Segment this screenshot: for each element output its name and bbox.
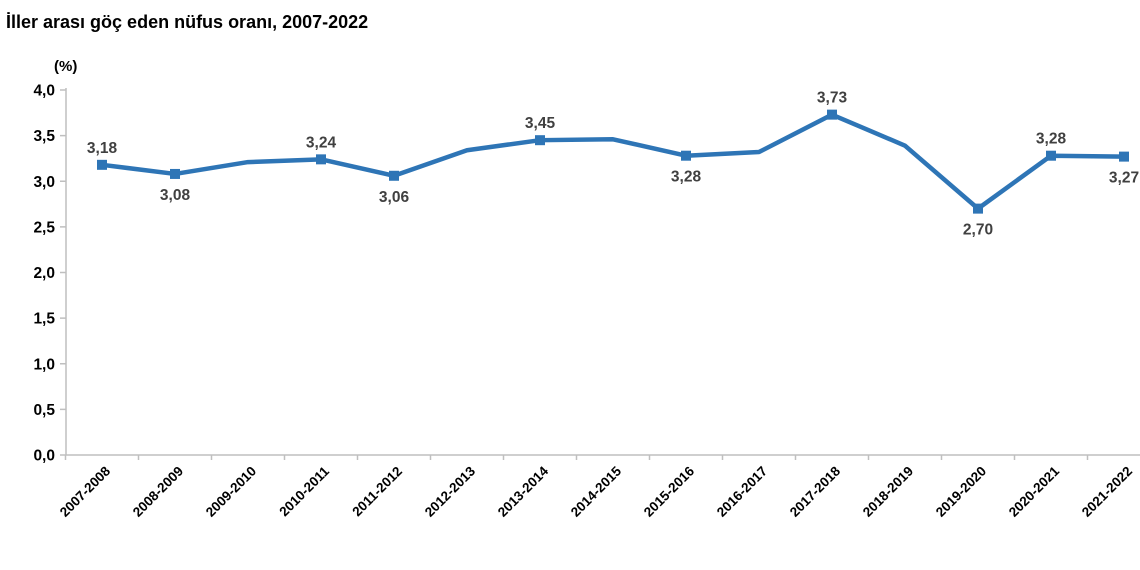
data-point-label: 3,08: [160, 187, 191, 204]
data-point-marker: [535, 135, 545, 146]
data-point-marker: [973, 203, 983, 214]
x-axis-category-label: 2014-2015: [568, 463, 625, 520]
data-point-marker: [170, 168, 180, 179]
data-point-label: 3,28: [671, 169, 702, 186]
x-axis-category-label: 2019-2020: [933, 464, 989, 520]
x-axis-category-label: 2020-2021: [1006, 463, 1063, 520]
data-point-marker: [681, 150, 691, 161]
x-axis-category-label: 2010-2011: [276, 463, 332, 519]
y-axis-tick-label: 0,5: [33, 402, 55, 419]
x-axis-category-label: 2008-2009: [130, 464, 186, 520]
data-point-marker: [389, 170, 399, 181]
data-point-label: 2,70: [963, 222, 993, 239]
y-axis-tick-label: 0,0: [33, 448, 55, 465]
data-point-marker: [1119, 151, 1129, 162]
x-axis-category-label: 2016-2017: [714, 464, 770, 520]
data-point-marker: [827, 109, 837, 120]
data-point-label: 3,27: [1109, 170, 1139, 187]
data-point-label: 3,24: [306, 134, 337, 151]
chart-title: İller arası göç eden nüfus oranı, 2007-2…: [6, 12, 369, 32]
y-axis-tick-label: 1,0: [33, 356, 55, 373]
y-axis-tick-label: 4,0: [33, 83, 55, 100]
data-point-marker: [316, 154, 326, 165]
data-point-label: 3,45: [525, 115, 556, 132]
x-axis-category-label: 2015-2016: [641, 463, 698, 520]
x-axis-category-label: 2021-2022: [1079, 464, 1135, 520]
x-axis-category-label: 2007-2008: [57, 463, 114, 520]
data-point-label: 3,73: [817, 90, 848, 107]
x-axis-category-label: 2011-2012: [349, 464, 405, 520]
x-axis-category-label: 2013-2014: [495, 463, 552, 520]
x-axis-category-label: 2018-2019: [860, 464, 916, 520]
y-axis-tick-label: 3,5: [33, 128, 55, 145]
data-point-marker: [97, 159, 107, 170]
migration-rate-line-series: [99, 112, 1127, 211]
data-point-marker: [1046, 150, 1056, 161]
x-axis-category-label: 2009-2010: [203, 464, 259, 520]
data-point-label: 3,28: [1036, 131, 1067, 148]
x-axis-category-label: 2017-2018: [787, 463, 844, 520]
y-axis-unit-label: (%): [54, 58, 77, 75]
y-axis-tick-label: 2,0: [33, 265, 55, 282]
y-axis-tick-label: 3,0: [33, 174, 55, 191]
y-axis-tick-label: 2,5: [33, 219, 55, 236]
y-axis-tick-label: 1,5: [33, 311, 55, 328]
data-point-label: 3,18: [87, 140, 118, 157]
data-point-label: 3,06: [379, 189, 410, 206]
x-axis-category-label: 2012-2013: [422, 463, 479, 520]
